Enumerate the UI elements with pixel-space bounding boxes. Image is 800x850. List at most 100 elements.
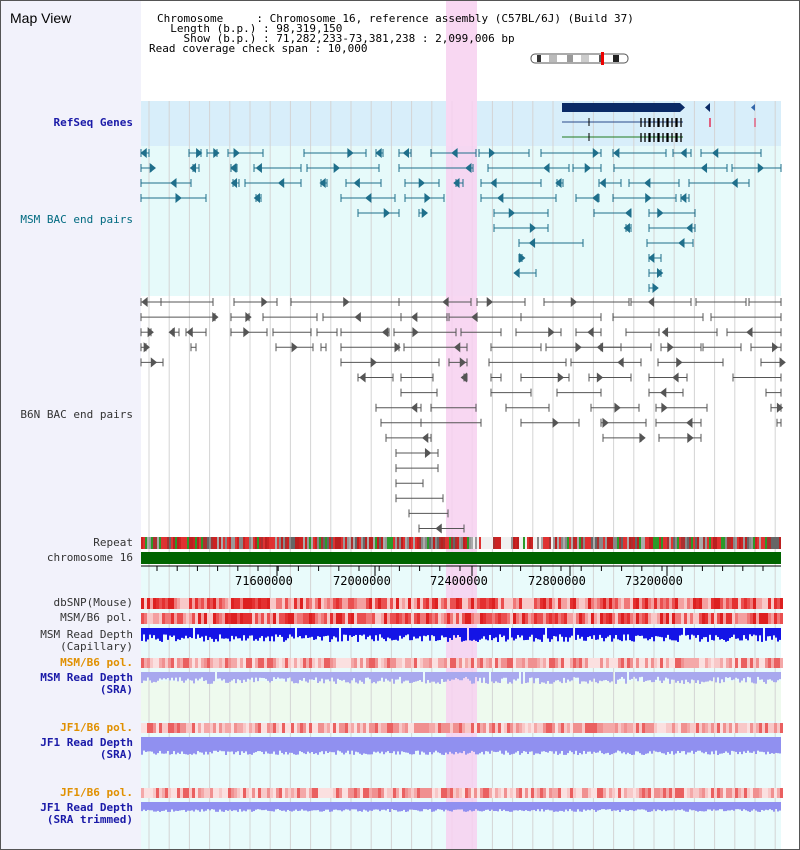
- jf1-read-depth-trimmed-bar: [327, 802, 329, 810]
- jf1-read-depth-trimmed-bar: [661, 802, 663, 812]
- msm-b6-pol-heatmap-cell: [738, 613, 741, 624]
- track-label-msm-depth-sra[interactable]: MSM Read Depth (SRA): [40, 671, 133, 696]
- msm-read-depth-capillary-bar: [175, 628, 177, 642]
- msm-read-depth-sra-bar: [323, 672, 325, 684]
- msm-read-depth-sra-bar: [191, 672, 193, 681]
- jf1-b6-pol-trimmed-heatmap-cell: [606, 788, 609, 798]
- msm-read-depth-capillary-bar: [599, 628, 601, 635]
- msm-b6-pol-heatmap-cell: [336, 613, 339, 624]
- msm-read-depth-sra-bar: [633, 672, 635, 677]
- jf1-read-depth-trimmed-bar: [643, 802, 645, 810]
- jf1-b6-pol-trimmed-heatmap-cell: [366, 788, 369, 798]
- repeat-element: [427, 537, 429, 549]
- dbsnp-heatmap-cell: [195, 598, 198, 609]
- jf1-read-depth-sra-bar: [687, 737, 689, 753]
- track-label-msm-depth-capillary[interactable]: MSM Read Depth (Capillary): [40, 628, 133, 653]
- track-label-msm-b6-pol[interactable]: MSM/B6 pol.: [60, 611, 133, 624]
- track-label-dbsnp[interactable]: dbSNP(Mouse): [53, 596, 133, 609]
- track-label-b6n-bac[interactable]: B6N BAC end pairs: [20, 408, 133, 421]
- msm-read-depth-capillary-bar: [643, 628, 645, 639]
- jf1-b6-pol-trimmed-heatmap-cell: [582, 788, 585, 798]
- msm-read-depth-capillary-bar: [537, 628, 539, 640]
- jf1-read-depth-sra-bar: [609, 737, 611, 755]
- refseq-gene-arrow: [751, 104, 755, 111]
- track-label-repeat[interactable]: Repeat: [93, 536, 133, 549]
- msm-b6-pol-sra-heatmap-cell: [573, 658, 576, 668]
- track-label-msm-b6-pol-sra[interactable]: MSM/B6 pol.: [60, 656, 133, 669]
- jf1-read-depth-trimmed-bar: [211, 802, 213, 810]
- jf1-read-depth-trimmed-bar: [665, 802, 667, 812]
- dbsnp-heatmap-cell: [210, 598, 213, 609]
- msm-read-depth-sra-bar: [733, 672, 735, 680]
- msm-b6-pol-heatmap-cell: [726, 613, 729, 624]
- msm-read-depth-sra-bar: [659, 672, 661, 681]
- repeat-element: [265, 537, 267, 549]
- jf1-read-depth-sra-bar: [165, 737, 167, 754]
- jf1-b6-pol-trimmed-heatmap-cell: [237, 788, 240, 798]
- track-label-refseq[interactable]: RefSeq Genes: [53, 116, 133, 129]
- dbsnp-heatmap-cell: [420, 598, 423, 609]
- repeat-element: [603, 537, 605, 549]
- track-label-msm-bac[interactable]: MSM BAC end pairs: [20, 213, 133, 226]
- msm-read-depth-capillary-bar: [581, 628, 583, 637]
- jf1-read-depth-sra-bar: [293, 737, 295, 755]
- msm-read-depth-capillary-bar: [577, 628, 579, 635]
- track-label-jf1-b6-pol[interactable]: JF1/B6 pol.: [60, 721, 133, 734]
- jf1-read-depth-sra: [141, 737, 781, 755]
- msm-read-depth-sra-bar: [461, 672, 463, 681]
- jf1-read-depth-trimmed-bar: [685, 802, 687, 812]
- repeat-element: [351, 537, 353, 549]
- dbsnp-heatmap-cell: [240, 598, 243, 609]
- track-label-jf1-depth-trimmed[interactable]: JF1 Read Depth (SRA trimmed): [40, 801, 133, 826]
- msm-read-depth-sra-bar: [573, 672, 575, 678]
- msm-read-depth-sra-bar: [283, 672, 285, 679]
- repeat-element: [685, 537, 687, 549]
- jf1-read-depth-trimmed-bar: [165, 802, 167, 810]
- jf1-read-depth-sra-bar: [767, 737, 769, 752]
- jf1-read-depth-sra-bar: [401, 737, 403, 752]
- msm-read-depth-capillary-bar: [279, 628, 281, 635]
- repeat-element: [369, 537, 371, 549]
- jf1-read-depth-sra-bar: [553, 737, 555, 754]
- msm-read-depth-sra-bar: [773, 672, 775, 683]
- jf1-read-depth-trimmed-bar: [309, 802, 311, 812]
- msm-read-depth-capillary-bar: [723, 628, 725, 640]
- jf1-read-depth-trimmed-bar: [709, 802, 711, 810]
- jf1-read-depth-trimmed-bar: [409, 802, 411, 810]
- msm-read-depth-capillary-bar: [455, 628, 457, 638]
- jf1-read-depth-trimmed-bar: [575, 802, 577, 812]
- jf1-read-depth-sra-bar: [447, 737, 449, 755]
- track-label-jf1-depth-sra[interactable]: JF1 Read Depth (SRA): [40, 736, 133, 761]
- jf1-read-depth-sra-bar: [523, 737, 525, 752]
- repeat-element: [583, 537, 585, 549]
- track-label-chromosome[interactable]: chromosome 16: [46, 551, 133, 564]
- msm-b6-pol-sra-heatmap-cell: [477, 658, 480, 668]
- dbsnp-heatmap-cell: [354, 598, 357, 609]
- bac-end-arrow: [442, 296, 449, 308]
- msm-read-depth-capillary-bar: [529, 628, 531, 637]
- jf1-read-depth-sra-bar: [231, 737, 233, 752]
- msm-b6-pol-sra-heatmap-cell: [456, 658, 459, 668]
- msm-read-depth-sra-bar: [285, 672, 287, 682]
- repeat-element: [451, 537, 453, 549]
- msm-read-depth-capillary-bar: [649, 628, 651, 640]
- jf1-b6-pol-heatmap-cell: [492, 723, 495, 733]
- jf1-read-depth-sra-bar: [707, 737, 709, 755]
- msm-b6-pol-sra-heatmap-cell: [564, 658, 567, 668]
- dbsnp-heatmap-cell: [648, 598, 651, 609]
- jf1-read-depth-trimmed-bar: [333, 802, 335, 810]
- msm-b6-pol-sra-heatmap-cell: [507, 658, 510, 668]
- msm-read-depth-capillary-bar: [261, 628, 263, 637]
- jf1-read-depth-trimmed-bar: [273, 802, 275, 812]
- msm-b6-pol-sra-heatmap-cell: [141, 658, 144, 668]
- msm-b6-pol-heatmap-cell: [222, 613, 225, 624]
- dbsnp-heatmap-cell: [204, 598, 207, 609]
- track-label-jf1-b6-pol-trimmed[interactable]: JF1/B6 pol.: [60, 786, 133, 799]
- msm-b6-pol-sra-heatmap-cell: [243, 658, 246, 668]
- msm-b6-pol-sra-heatmap-cell: [222, 658, 225, 668]
- jf1-read-depth-sra-bar: [605, 737, 607, 754]
- jf1-read-depth-trimmed-bar: [735, 802, 737, 810]
- jf1-b6-pol-heatmap-cell: [183, 723, 186, 733]
